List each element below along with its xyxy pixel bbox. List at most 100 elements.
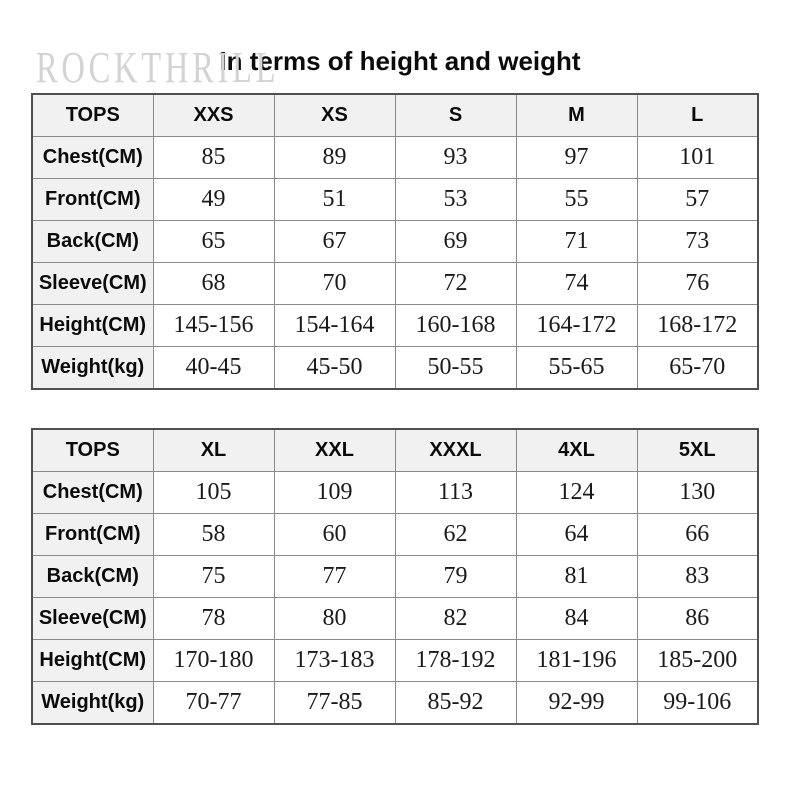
size-column-header: XL xyxy=(152,428,275,472)
measurement-value-cell: 83 xyxy=(636,555,759,598)
measurement-value-cell: 178-192 xyxy=(394,639,517,682)
measurement-value-cell: 154-164 xyxy=(273,304,396,347)
size-table-xxs-to-l: TOPS XXS XS S M L Chest(CM) 85 89 93 97 101 Front(C… xyxy=(31,93,759,390)
measurement-row-label: Weight(kg) xyxy=(31,681,154,725)
measurement-value-cell: 79 xyxy=(394,555,517,598)
measurement-row: Back(CM) 75 77 79 81 83 xyxy=(31,555,759,598)
measurement-value-cell: 93 xyxy=(394,136,517,179)
measurement-value-cell: 55-65 xyxy=(515,346,638,390)
measurement-row-label: Sleeve(CM) xyxy=(31,597,154,640)
tops-corner-header: TOPS xyxy=(31,93,154,137)
measurement-value-cell: 164-172 xyxy=(515,304,638,347)
measurement-value-cell: 60 xyxy=(273,513,396,556)
measurement-value-cell: 75 xyxy=(152,555,275,598)
measurement-row: Weight(kg) 40-45 45-50 50-55 55-65 65-70 xyxy=(31,346,759,390)
measurement-value-cell: 85-92 xyxy=(394,681,517,725)
measurement-row: Weight(kg) 70-77 77-85 85-92 92-99 99-106 xyxy=(31,681,759,725)
measurement-value-cell: 66 xyxy=(636,513,759,556)
measurement-row-label: Back(CM) xyxy=(31,555,154,598)
measurement-value-cell: 113 xyxy=(394,471,517,514)
size-column-header: XXS xyxy=(152,93,275,137)
measurement-row: Sleeve(CM) 68 70 72 74 76 xyxy=(31,262,759,305)
measurement-value-cell: 92-99 xyxy=(515,681,638,725)
measurement-row-label: Chest(CM) xyxy=(31,471,154,514)
size-column-header: XS xyxy=(273,93,396,137)
measurement-value-cell: 73 xyxy=(636,220,759,263)
measurement-value-cell: 65-70 xyxy=(636,346,759,390)
measurement-value-cell: 97 xyxy=(515,136,638,179)
measurement-value-cell: 78 xyxy=(152,597,275,640)
size-column-header: XXXL xyxy=(394,428,517,472)
size-column-header: M xyxy=(515,93,638,137)
size-column-header: S xyxy=(394,93,517,137)
measurement-value-cell: 62 xyxy=(394,513,517,556)
measurement-row: Sleeve(CM) 78 80 82 84 86 xyxy=(31,597,759,640)
measurement-row: Height(CM) 170-180 173-183 178-192 181-196 18… xyxy=(31,639,759,682)
size-column-header: XXL xyxy=(273,428,396,472)
measurement-row-label: Back(CM) xyxy=(31,220,154,263)
measurement-value-cell: 53 xyxy=(394,178,517,221)
measurement-value-cell: 89 xyxy=(273,136,396,179)
measurement-value-cell: 84 xyxy=(515,597,638,640)
measurement-row: Chest(CM) 85 89 93 97 101 xyxy=(31,136,759,179)
measurement-value-cell: 67 xyxy=(273,220,396,263)
measurement-value-cell: 99-106 xyxy=(636,681,759,725)
measurement-row: Back(CM) 65 67 69 71 73 xyxy=(31,220,759,263)
measurement-row: Height(CM) 145-156 154-164 160-168 164-172 16… xyxy=(31,304,759,347)
measurement-value-cell: 70 xyxy=(273,262,396,305)
measurement-value-cell: 51 xyxy=(273,178,396,221)
measurement-value-cell: 86 xyxy=(636,597,759,640)
measurement-row-label: Chest(CM) xyxy=(31,136,154,179)
measurement-value-cell: 68 xyxy=(152,262,275,305)
measurement-row: Front(CM) 49 51 53 55 57 xyxy=(31,178,759,221)
measurement-row-label: Height(CM) xyxy=(31,639,154,682)
measurement-value-cell: 71 xyxy=(515,220,638,263)
measurement-value-cell: 77 xyxy=(273,555,396,598)
measurement-value-cell: 50-55 xyxy=(394,346,517,390)
measurement-value-cell: 76 xyxy=(636,262,759,305)
measurement-value-cell: 80 xyxy=(273,597,396,640)
measurement-value-cell: 105 xyxy=(152,471,275,514)
measurement-row-label: Front(CM) xyxy=(31,178,154,221)
measurement-value-cell: 85 xyxy=(152,136,275,179)
measurement-value-cell: 109 xyxy=(273,471,396,514)
measurement-value-cell: 181-196 xyxy=(515,639,638,682)
page-title: In terms of height and weight xyxy=(219,46,581,76)
measurement-value-cell: 77-85 xyxy=(273,681,396,725)
measurement-value-cell: 168-172 xyxy=(636,304,759,347)
measurement-value-cell: 70-77 xyxy=(152,681,275,725)
header-row: TOPS XL XXL XXXL 4XL 5XL xyxy=(31,428,759,472)
measurement-value-cell: 145-156 xyxy=(152,304,275,347)
brand-watermark: ROCKTHRILL xyxy=(36,43,280,92)
measurement-value-cell: 65 xyxy=(152,220,275,263)
tops-corner-header: TOPS xyxy=(31,428,154,472)
measurement-value-cell: 45-50 xyxy=(273,346,396,390)
measurement-value-cell: 64 xyxy=(515,513,638,556)
measurement-value-cell: 173-183 xyxy=(273,639,396,682)
measurement-value-cell: 82 xyxy=(394,597,517,640)
measurement-value-cell: 49 xyxy=(152,178,275,221)
measurement-value-cell: 72 xyxy=(394,262,517,305)
measurement-value-cell: 81 xyxy=(515,555,638,598)
size-column-header: L xyxy=(636,93,759,137)
size-table-xl-to-5xl: TOPS XL XXL XXXL 4XL 5XL Chest(CM) 105 109 113 12… xyxy=(31,428,759,725)
measurement-value-cell: 160-168 xyxy=(394,304,517,347)
measurement-value-cell: 57 xyxy=(636,178,759,221)
measurement-row-label: Sleeve(CM) xyxy=(31,262,154,305)
measurement-value-cell: 69 xyxy=(394,220,517,263)
measurement-value-cell: 101 xyxy=(636,136,759,179)
measurement-value-cell: 74 xyxy=(515,262,638,305)
measurement-row-label: Front(CM) xyxy=(31,513,154,556)
measurement-row-label: Height(CM) xyxy=(31,304,154,347)
measurement-value-cell: 130 xyxy=(636,471,759,514)
measurement-value-cell: 40-45 xyxy=(152,346,275,390)
measurement-value-cell: 124 xyxy=(515,471,638,514)
measurement-value-cell: 55 xyxy=(515,178,638,221)
size-column-header: 5XL xyxy=(636,428,759,472)
measurement-row: Chest(CM) 105 109 113 124 130 xyxy=(31,471,759,514)
measurement-value-cell: 170-180 xyxy=(152,639,275,682)
size-column-header: 4XL xyxy=(515,428,638,472)
measurement-value-cell: 58 xyxy=(152,513,275,556)
measurement-value-cell: 185-200 xyxy=(636,639,759,682)
measurement-row-label: Weight(kg) xyxy=(31,346,154,390)
